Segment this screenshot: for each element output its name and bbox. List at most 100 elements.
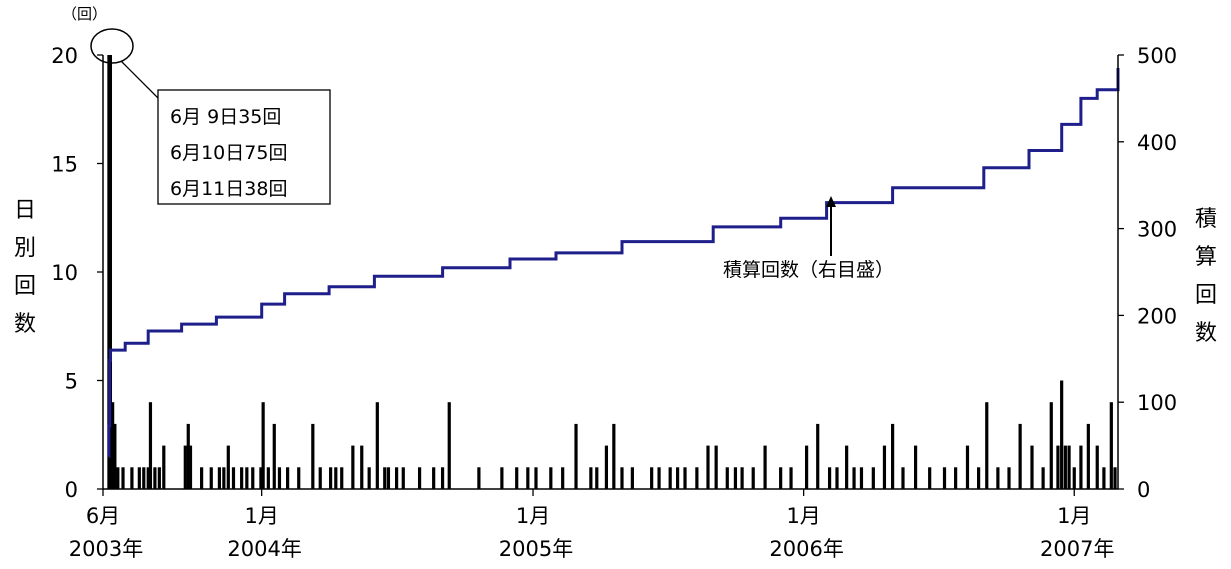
axis-label-char: 別: [14, 236, 36, 261]
daily-bar: [121, 467, 124, 489]
x-tick-month: 1月: [516, 504, 550, 528]
daily-bar: [210, 467, 213, 489]
daily-bar: [726, 467, 729, 489]
cumulative-label: 積算回数（右目盛）: [723, 259, 894, 281]
daily-bar: [620, 467, 623, 489]
daily-bar: [1073, 467, 1076, 489]
daily-bar: [432, 467, 435, 489]
axis-label-char: 数: [14, 312, 36, 337]
daily-bar: [828, 467, 831, 489]
daily-bar: [262, 402, 265, 489]
daily-bar: [966, 446, 969, 489]
daily-bar: [816, 424, 819, 489]
x-tick-month: 6月: [86, 504, 120, 528]
daily-bar: [162, 446, 165, 489]
daily-bar: [891, 424, 894, 489]
daily-bar: [1113, 467, 1116, 489]
daily-bar: [251, 467, 254, 489]
daily-bar: [1056, 446, 1059, 489]
daily-bar: [500, 467, 503, 489]
daily-bar: [130, 467, 133, 489]
daily-bar: [943, 467, 946, 489]
daily-bar: [715, 446, 718, 489]
left-axis-unit: （回）: [62, 5, 107, 23]
daily-bar: [996, 467, 999, 489]
daily-bar: [805, 446, 808, 489]
daily-bar: [1096, 446, 1099, 489]
daily-bar: [589, 467, 592, 489]
daily-bar: [515, 467, 518, 489]
left-tick-label: 20: [51, 44, 78, 68]
daily-bar: [267, 467, 270, 489]
daily-bar: [1019, 424, 1022, 489]
daily-bar: [153, 467, 156, 489]
daily-bar: [448, 402, 451, 489]
daily-bar: [752, 467, 755, 489]
daily-bar: [734, 467, 737, 489]
axis-label-char: 回: [1195, 283, 1217, 308]
daily-bar: [383, 467, 386, 489]
daily-bar: [184, 446, 187, 489]
daily-bar: [113, 424, 116, 489]
x-tick-month: 1月: [244, 504, 278, 528]
left-tick-label: 5: [65, 370, 78, 394]
daily-bar: [278, 467, 281, 489]
daily-bar: [695, 467, 698, 489]
right-tick-label: 200: [1137, 304, 1177, 328]
daily-bar: [311, 424, 314, 489]
daily-bar: [534, 467, 537, 489]
daily-bar: [676, 467, 679, 489]
daily-bar: [706, 446, 709, 489]
left-tick-label: 15: [51, 153, 78, 177]
daily-bar: [232, 467, 235, 489]
daily-bar: [368, 467, 371, 489]
axis-label-char: 算: [1195, 245, 1217, 270]
daily-bar: [1050, 402, 1053, 489]
right-tick-label: 500: [1137, 44, 1177, 68]
daily-bar: [763, 446, 766, 489]
daily-bar: [138, 467, 141, 489]
daily-bar: [872, 467, 875, 489]
daily-bar: [845, 446, 848, 489]
daily-bar: [245, 467, 248, 489]
daily-bar: [1007, 467, 1010, 489]
daily-bar: [319, 467, 322, 489]
daily-bar: [631, 467, 634, 489]
daily-bar: [779, 467, 782, 489]
daily-bar: [835, 467, 838, 489]
daily-bar: [329, 467, 332, 489]
left-axis-label: 日別回数: [14, 198, 36, 337]
right-tick-label: 100: [1137, 391, 1177, 415]
left-tick-label: 10: [51, 261, 78, 285]
x-tick-month: 1月: [1057, 504, 1091, 528]
annotation-line-2: 6月10日75回: [170, 142, 287, 164]
daily-bar: [297, 467, 300, 489]
annotation-line-3: 6月11日38回: [170, 178, 287, 200]
daily-bar: [612, 424, 615, 489]
daily-bar: [340, 467, 343, 489]
daily-bar: [227, 446, 230, 489]
daily-bar: [669, 467, 672, 489]
axis-label-char: 積: [1195, 207, 1217, 232]
daily-bar: [928, 467, 931, 489]
right-tick-label: 400: [1137, 131, 1177, 155]
daily-bar: [789, 467, 792, 489]
daily-bar: [395, 467, 398, 489]
daily-bar: [418, 467, 421, 489]
daily-bar: [240, 467, 243, 489]
daily-bar: [1030, 446, 1033, 489]
x-tick-year: 2007年: [1040, 537, 1114, 561]
right-axis-label: 積算回数: [1195, 207, 1217, 346]
daily-bar: [286, 467, 289, 489]
x-tick-year: 2004年: [227, 537, 301, 561]
daily-bar: [954, 467, 957, 489]
daily-bar: [561, 467, 564, 489]
x-tick-year: 2003年: [69, 537, 143, 561]
daily-bar: [741, 467, 744, 489]
daily-bar: [222, 467, 225, 489]
daily-bar: [149, 402, 152, 489]
daily-bar: [158, 467, 161, 489]
right-tick-label: 0: [1137, 478, 1150, 502]
daily-bar: [387, 467, 390, 489]
